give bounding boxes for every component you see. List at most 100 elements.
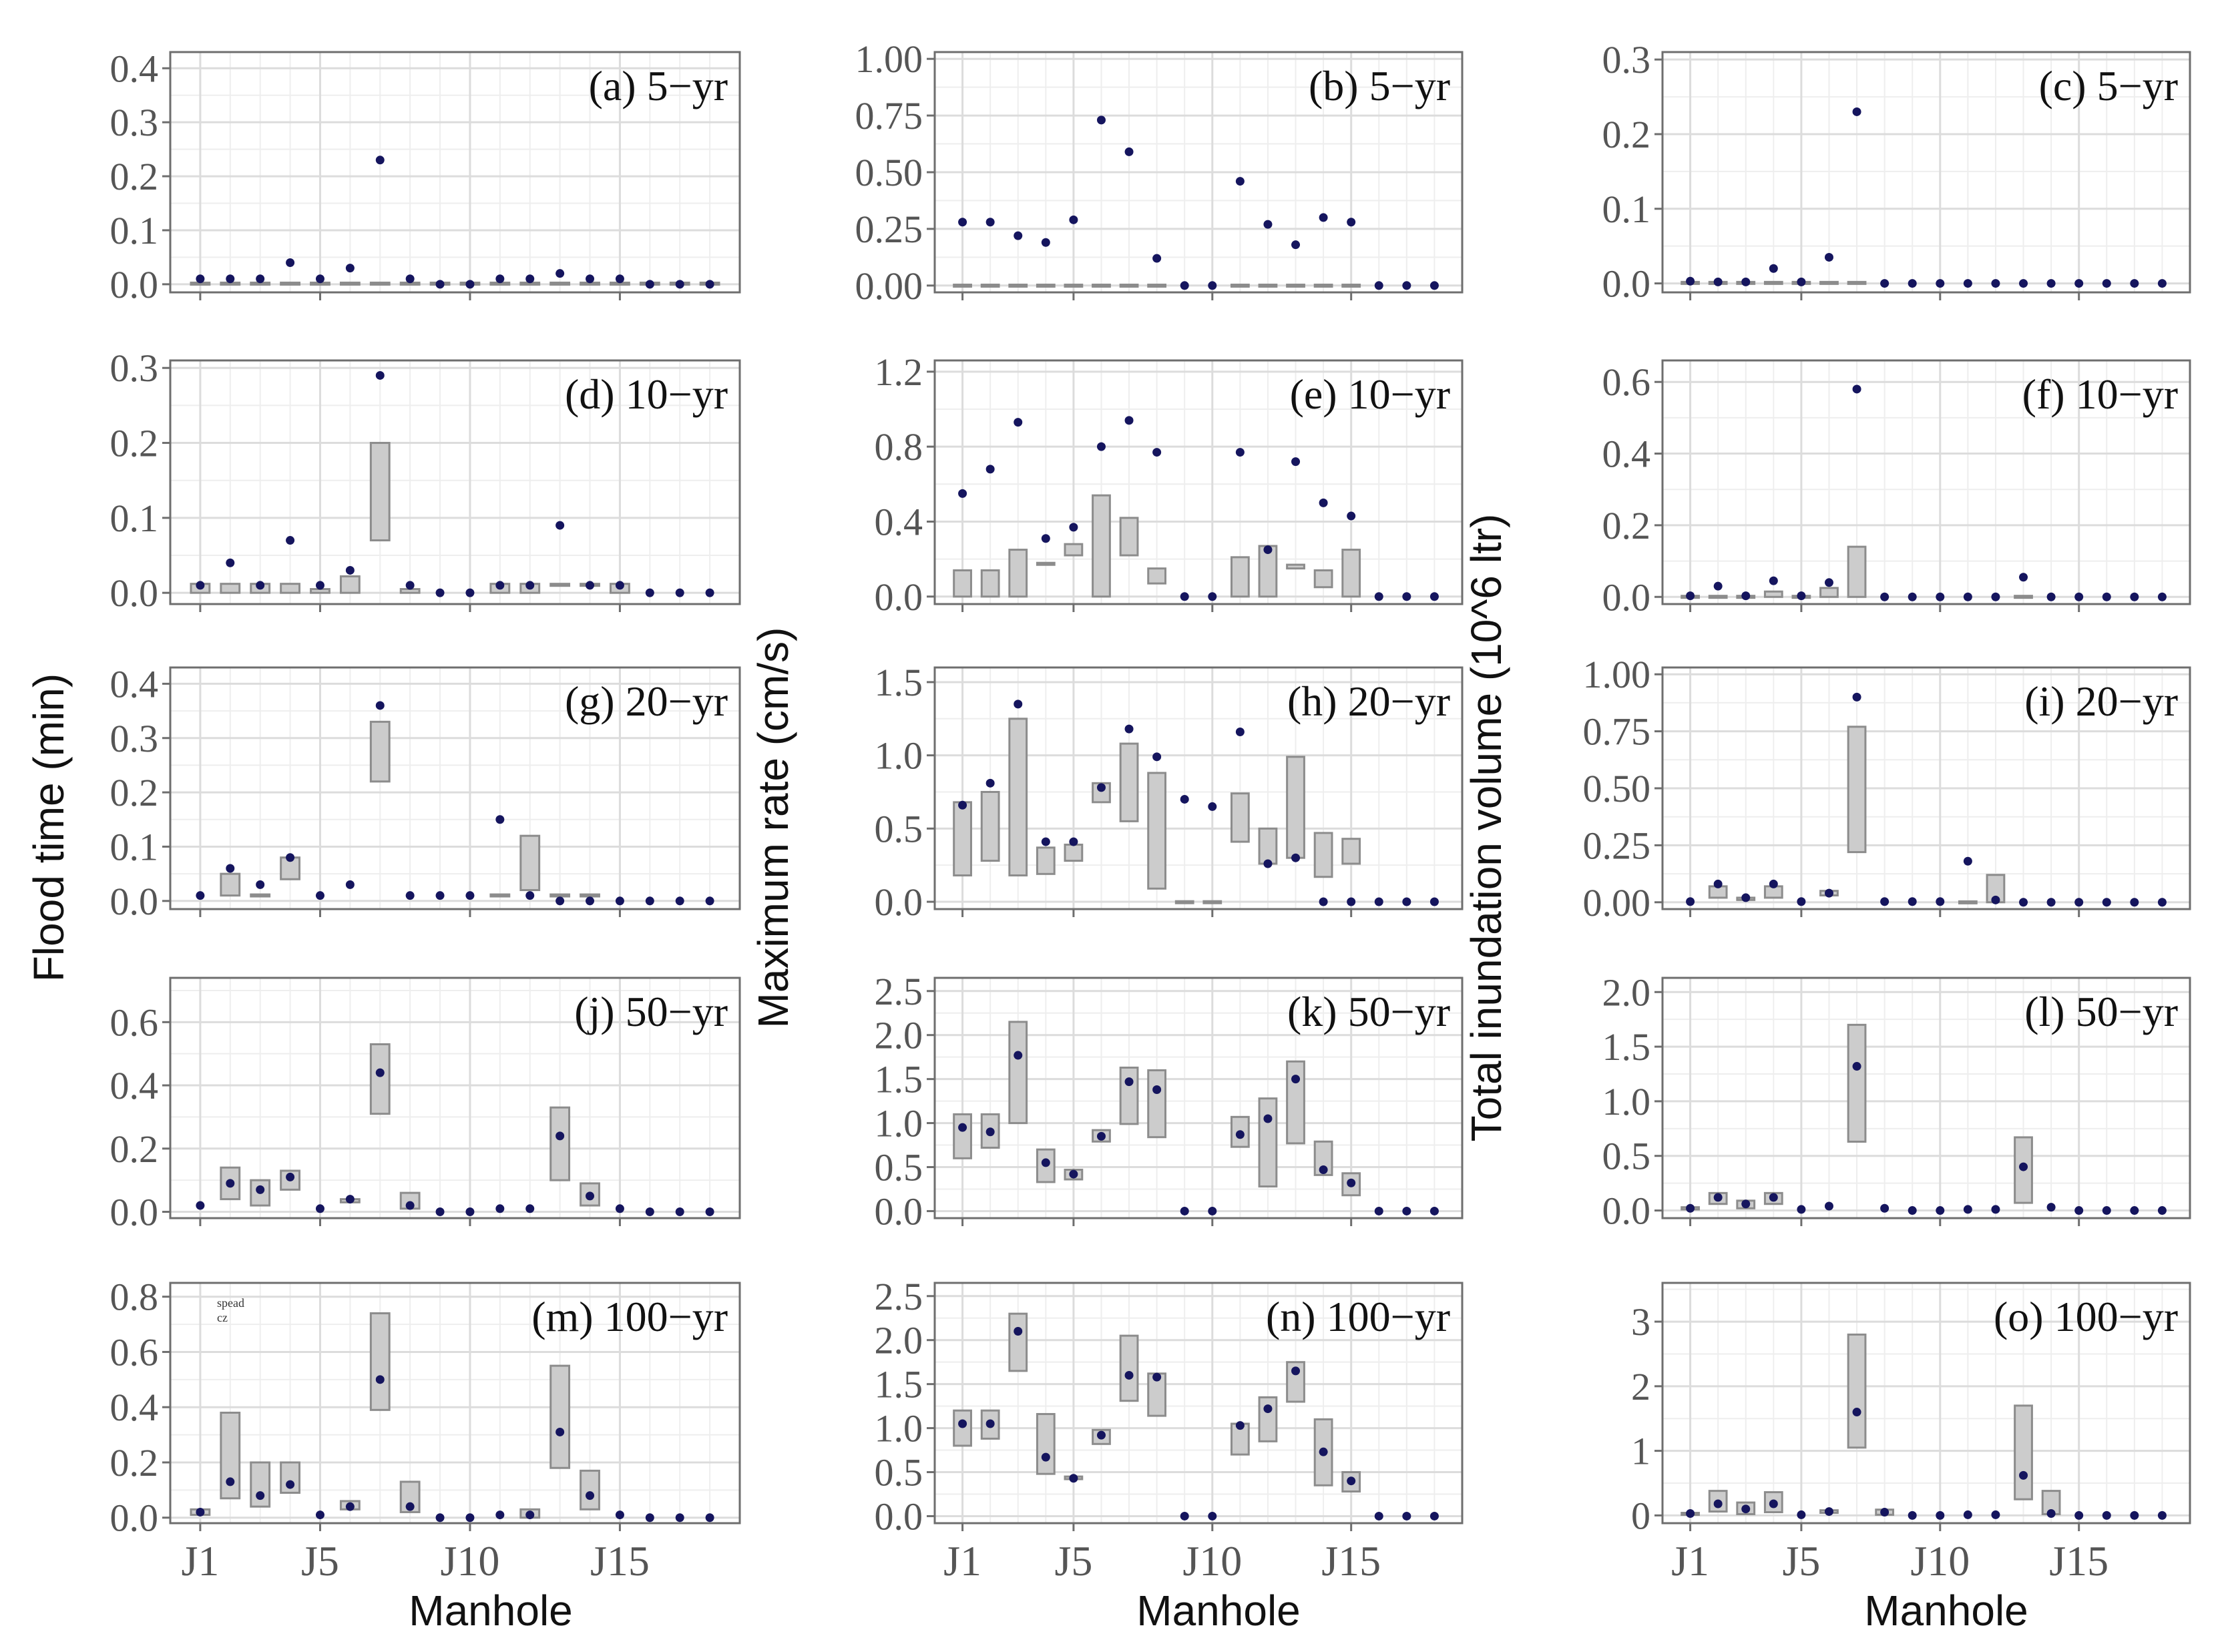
box-J15: [1341, 549, 1361, 598]
mean-point-J6: [1824, 252, 1833, 262]
mean-point-J14: [586, 896, 595, 906]
y-tick-label: 0.2: [1602, 113, 1651, 156]
mean-point-J15: [1347, 218, 1356, 227]
mean-point-J10: [465, 280, 475, 289]
mean-point-J15: [615, 896, 624, 906]
panel-background: [1662, 360, 2190, 604]
y-tick-label: 0.0: [1602, 575, 1651, 619]
mean-point-J4: [1041, 1452, 1050, 1462]
panel-frame: [169, 666, 741, 910]
mean-point-J14: [586, 581, 595, 590]
panel-e: 0.0 0.4 0.8 1.2 (e) 10−yr: [875, 350, 1464, 619]
mean-point-J10: [1208, 1206, 1217, 1215]
box-J13: [549, 1364, 571, 1469]
y-tick-label: 0.25: [855, 208, 923, 251]
box-J8: [1147, 283, 1167, 288]
mean-point-J12: [525, 891, 535, 900]
y-tick-label: 2.0: [875, 1014, 923, 1057]
mean-point-J3: [1741, 591, 1751, 601]
mean-point-J8: [1152, 448, 1162, 457]
mean-point-J16: [1374, 897, 1383, 906]
mean-point-J17: [2130, 1206, 2139, 1215]
mean-point-J1: [1686, 276, 1695, 286]
mean-point-J13: [556, 269, 565, 278]
y-tick-label: 0.0: [110, 263, 159, 306]
panel-l: 0.0 0.5 1.0 1.5 2.0 (l) 50−yr: [1602, 971, 2191, 1233]
box-J13: [1286, 1060, 1305, 1145]
box-J2: [220, 872, 241, 897]
mean-point-J15: [2074, 898, 2084, 907]
mean-point-J10: [1936, 1206, 1945, 1215]
mean-point-J6: [345, 1502, 355, 1511]
box-J7: [1847, 545, 1867, 598]
mean-point-J16: [645, 1513, 654, 1523]
box-J6: [1092, 283, 1111, 288]
box-J4: [280, 583, 300, 594]
mean-point-J12: [1991, 279, 2000, 288]
mean-point-J15: [1347, 1476, 1356, 1486]
mean-point-J16: [645, 1207, 654, 1217]
box-J13: [2014, 1404, 2033, 1500]
mean-point-J10: [465, 588, 475, 597]
x-tick-label: J10: [1182, 1537, 1242, 1585]
box-J3: [250, 1461, 271, 1508]
panel-frame: [1661, 359, 2191, 605]
mean-point-J14: [2046, 898, 2056, 907]
mean-point-J5: [315, 581, 324, 590]
mean-point-J13: [2019, 1162, 2028, 1171]
mean-point-J14: [586, 1491, 595, 1500]
mean-point-J2: [985, 1127, 995, 1137]
mean-point-J18: [2157, 592, 2167, 601]
panel-background: [1662, 978, 2190, 1218]
panel-title: (i) 20−yr: [2024, 677, 2178, 725]
mean-point-J11: [1235, 1130, 1245, 1139]
box-J7: [1119, 1067, 1139, 1125]
mean-point-J8: [1880, 1508, 1890, 1517]
mean-point-J9: [1908, 279, 1917, 288]
box-J3: [1008, 1021, 1028, 1125]
x-tick-label: J1: [181, 1537, 219, 1585]
box-J11: [489, 893, 511, 898]
y-tick-label: 0.6: [110, 1330, 159, 1374]
mean-point-J12: [525, 1510, 535, 1520]
mean-point-J4: [1041, 837, 1050, 846]
y-tick-label: 0.0: [110, 1191, 159, 1234]
mean-point-J15: [1347, 897, 1356, 906]
mean-point-J5: [1797, 591, 1806, 601]
mean-point-J9: [1180, 1206, 1189, 1215]
mean-point-J5: [1797, 1510, 1806, 1519]
y-tick-label: 1.5: [875, 1363, 923, 1406]
mean-point-J14: [586, 274, 595, 284]
mean-point-J5: [1069, 1169, 1078, 1179]
mean-point-J6: [1096, 783, 1106, 792]
mean-point-J12: [525, 581, 535, 590]
y-tick-label: 1.0: [1602, 1080, 1651, 1123]
mean-point-J6: [1824, 1201, 1833, 1211]
y-tick-label: 0.1: [110, 825, 159, 868]
mean-point-J18: [2157, 279, 2167, 288]
box-J13: [549, 281, 571, 286]
box-J4: [280, 281, 300, 286]
y-tick-label: 0.4: [875, 500, 923, 543]
mean-point-J14: [2046, 1203, 2056, 1212]
annotation-spead: spead: [217, 1296, 244, 1310]
mean-point-J9: [435, 1207, 445, 1217]
y-tick-label: 0.50: [1583, 767, 1651, 810]
mean-point-J8: [1880, 1203, 1890, 1213]
y-tick-label: 0.75: [855, 94, 923, 137]
mean-point-J5: [1069, 837, 1078, 846]
y-axis-label-maximum-rate: Maximum rate (cm/s): [749, 627, 797, 1029]
mean-point-J11: [1963, 1205, 1972, 1214]
mean-point-J9: [435, 891, 445, 900]
mean-point-J11: [1963, 592, 1972, 601]
mean-point-J17: [2130, 592, 2139, 601]
mean-point-J16: [645, 896, 654, 906]
box-J8: [1147, 772, 1167, 890]
box-J8: [1147, 1069, 1167, 1139]
mean-point-J16: [645, 588, 654, 597]
box-J12: [1258, 1396, 1278, 1442]
mean-point-J18: [705, 896, 714, 906]
panel-frame: [169, 977, 741, 1219]
mean-point-J5: [1069, 215, 1078, 224]
mean-point-J6: [1096, 1131, 1106, 1141]
